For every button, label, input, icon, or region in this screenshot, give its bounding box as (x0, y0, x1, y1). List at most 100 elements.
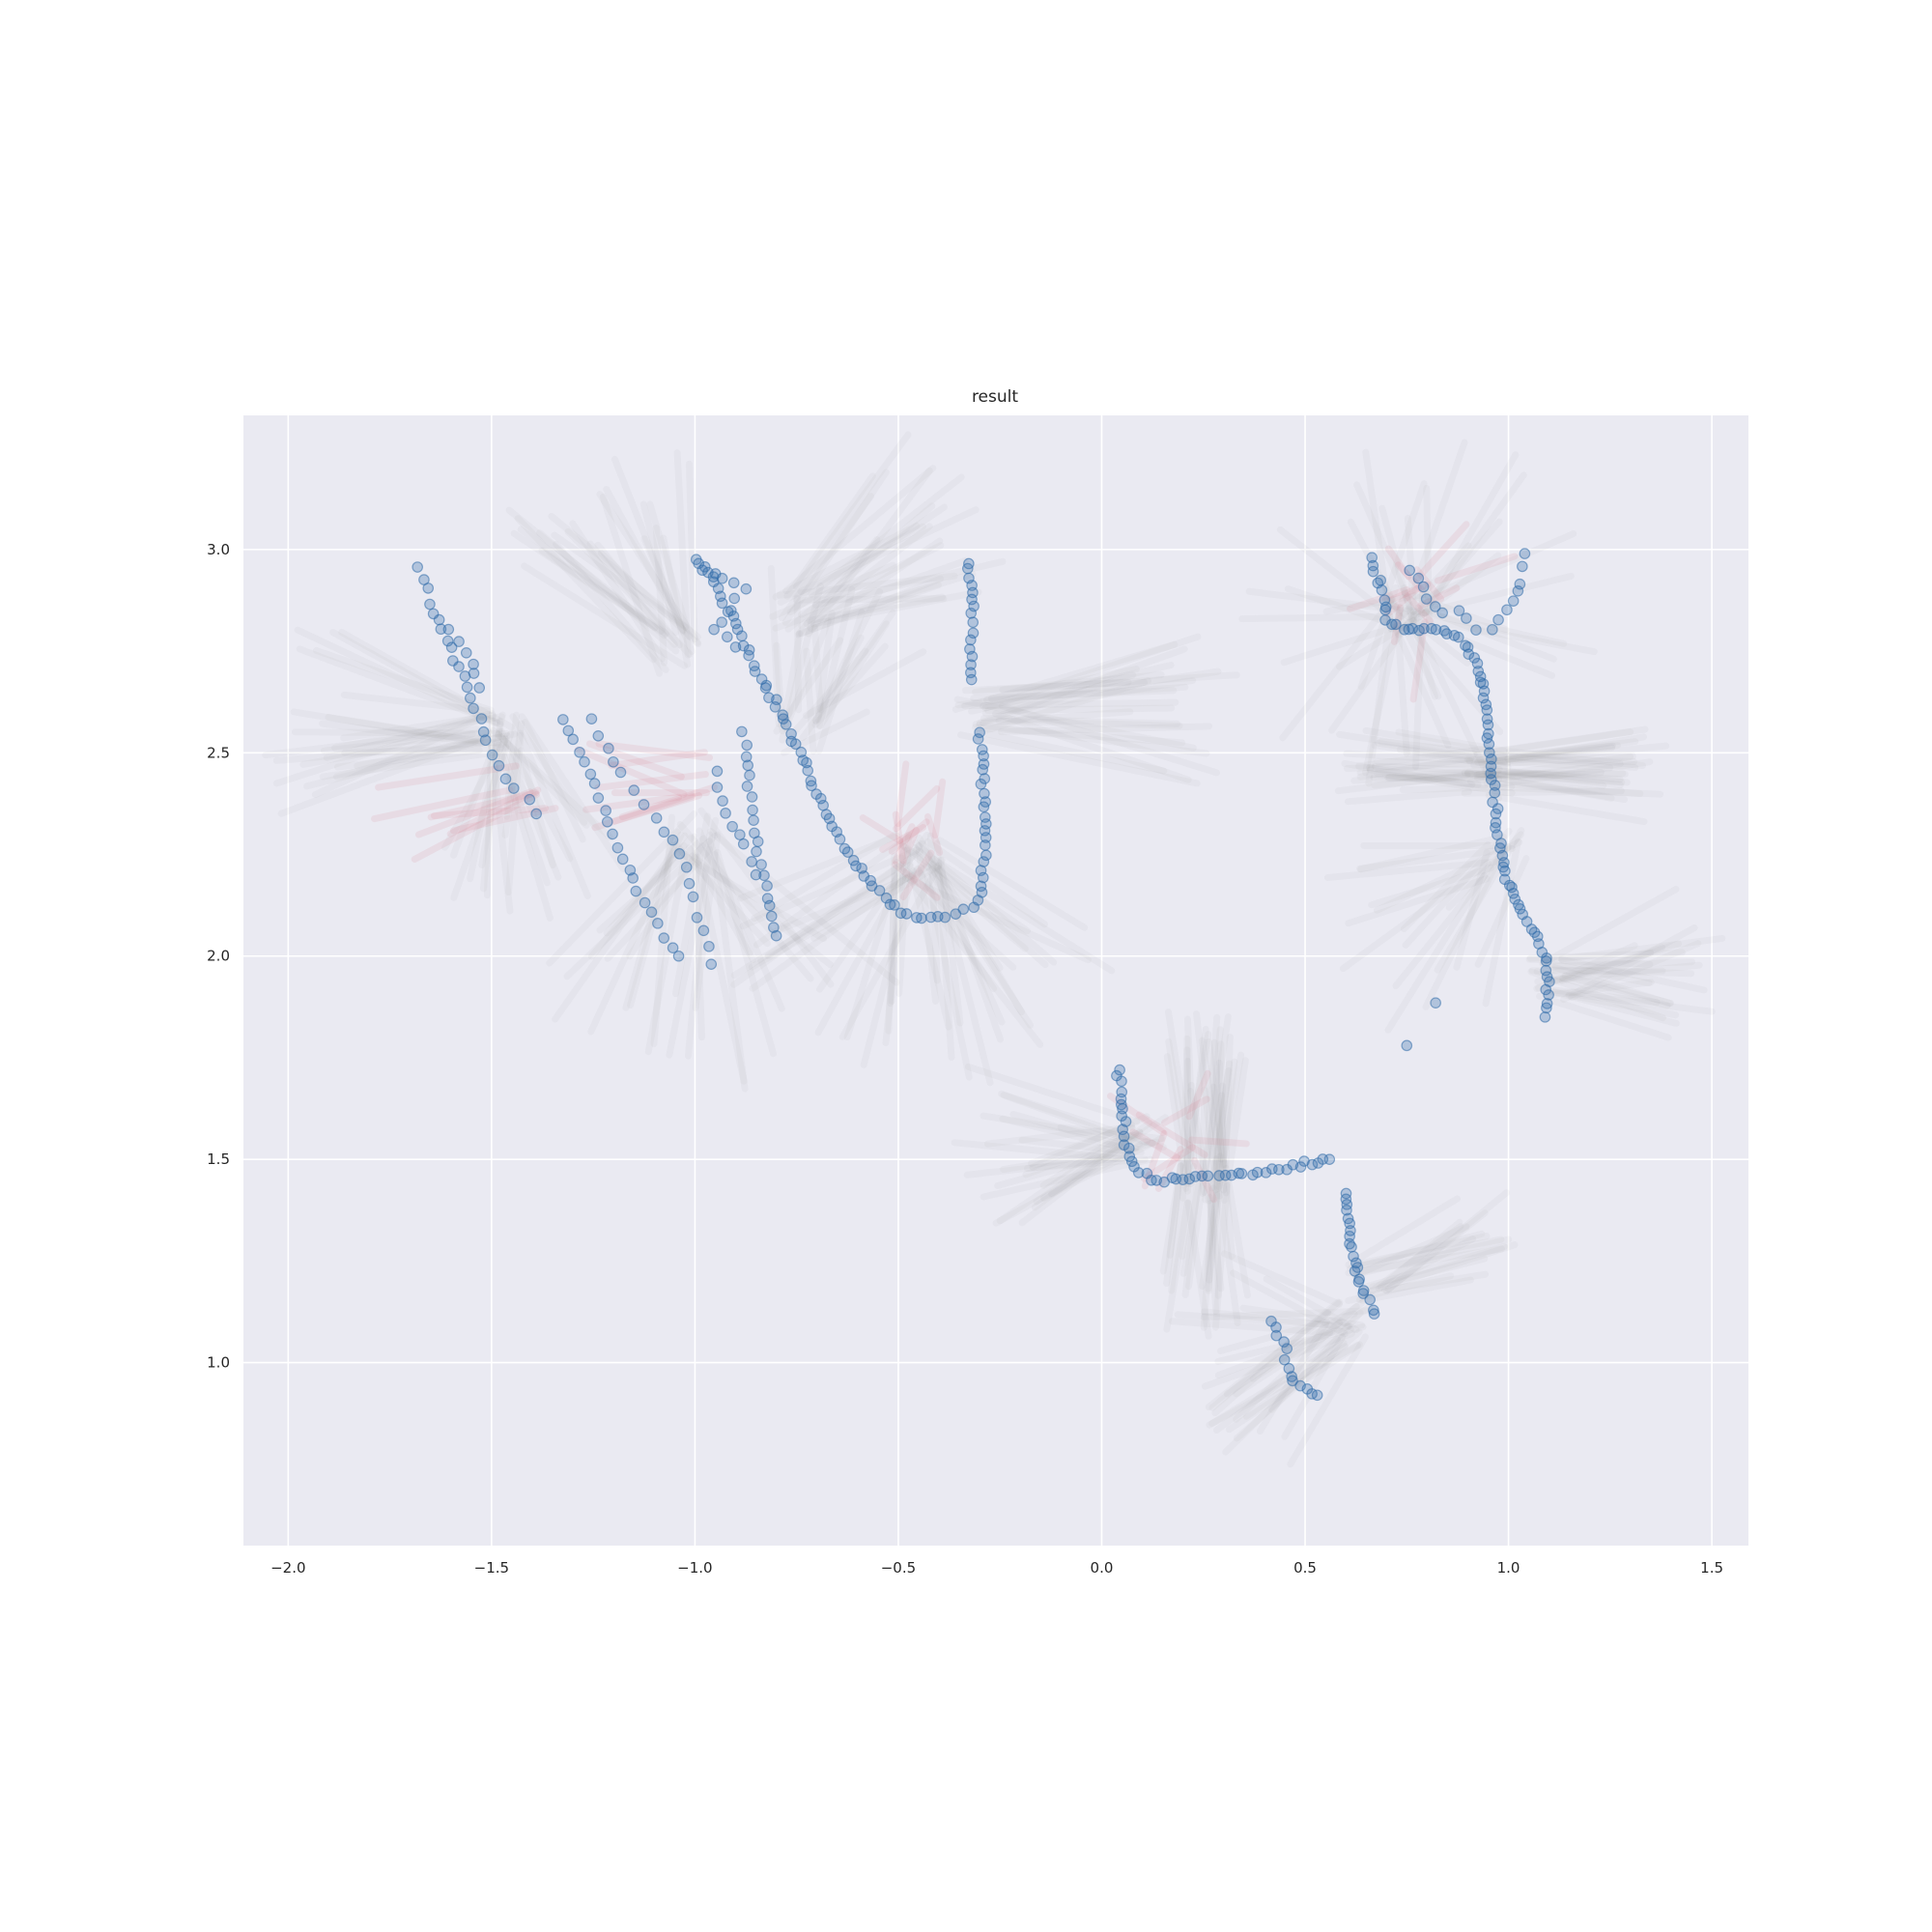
data-point (1340, 1187, 1352, 1200)
ray-line (1548, 966, 1695, 978)
ray-line (793, 595, 948, 604)
ray-line (340, 691, 492, 715)
data-point (600, 805, 611, 816)
data-point (616, 853, 629, 866)
ray-line (1179, 1173, 1204, 1277)
ray-line (1018, 1128, 1144, 1227)
ray-line (538, 547, 665, 635)
ray-line (1238, 612, 1405, 623)
data-point (1452, 631, 1464, 643)
ray-line (961, 698, 1179, 710)
ray-line (1359, 1276, 1474, 1304)
ray-line (1179, 1046, 1191, 1202)
data-point (717, 795, 728, 807)
ray-line (952, 640, 1179, 713)
ray-line (666, 816, 720, 1059)
ray-line (504, 731, 525, 896)
ray-line (1545, 949, 1655, 987)
data-point (765, 910, 778, 923)
ray-line (802, 648, 927, 720)
ray-line (814, 862, 914, 1037)
ray-line (1183, 1035, 1192, 1187)
ray-line (781, 630, 804, 723)
grid-lines (243, 415, 1748, 1546)
ray-line (888, 818, 930, 855)
ray-line (1475, 769, 1605, 779)
ray-line (1561, 972, 1674, 1008)
ray-line (711, 851, 749, 1093)
data-point (789, 738, 802, 751)
data-point (841, 846, 854, 858)
ray-line (490, 726, 614, 841)
ray-line (1206, 1026, 1224, 1160)
data-point (453, 661, 465, 672)
data-point (758, 869, 770, 882)
ray-line (753, 834, 912, 949)
ray-line (323, 710, 493, 761)
ray-line (1205, 1037, 1227, 1171)
ray-line (1205, 1152, 1224, 1293)
ray-line (901, 873, 1093, 964)
ray-line (483, 710, 496, 899)
ray-line (893, 784, 941, 833)
x-tick-label: 1.5 (1700, 1559, 1723, 1577)
data-point (740, 751, 753, 763)
ray-line (767, 564, 782, 727)
data-point (680, 861, 693, 873)
ray-line (1526, 949, 1686, 962)
data-point (1366, 552, 1378, 563)
ray-line (1412, 521, 1470, 583)
ray-line (341, 744, 510, 756)
ray-line (772, 556, 969, 632)
data-point (507, 782, 520, 794)
ray-line (1209, 1083, 1222, 1192)
y-tick-label: 2.0 (207, 948, 230, 965)
ray-line (1409, 618, 1429, 703)
data-point (1270, 1329, 1283, 1342)
ray-line (320, 728, 493, 754)
ray-line (933, 839, 955, 1062)
ray-line (1491, 758, 1654, 788)
ray-line (798, 542, 945, 618)
ray-line (517, 747, 556, 869)
ray-line (594, 541, 683, 649)
ray-line (953, 696, 1197, 752)
ray-line (626, 828, 681, 1009)
ray-line (1371, 742, 1511, 767)
ray-line (685, 844, 757, 964)
ray-line (1201, 1012, 1232, 1177)
ray-line (1473, 753, 1636, 781)
data-point (978, 758, 990, 770)
ray-line (1488, 770, 1629, 780)
ray-line (1410, 439, 1468, 593)
ray-line (798, 575, 945, 638)
ray-line (772, 522, 921, 601)
ray-line (449, 805, 559, 835)
data-point (976, 744, 988, 755)
ray-line (811, 642, 889, 728)
data-point (1540, 983, 1552, 996)
ray-line (976, 708, 1134, 727)
ray-line (1341, 759, 1476, 788)
ray-line (574, 746, 688, 798)
data-point (1219, 1169, 1232, 1181)
data-point (614, 766, 627, 779)
ray-line (1394, 619, 1410, 757)
data-point (1196, 1170, 1208, 1182)
data-point (1417, 581, 1430, 593)
ray-line (1357, 833, 1507, 873)
data-point (1541, 1002, 1552, 1014)
data-point (1311, 1389, 1323, 1402)
data-point (751, 845, 762, 858)
ray-line (808, 473, 965, 598)
ray-line (777, 869, 924, 933)
data-point (460, 647, 472, 659)
ray-line (1357, 1236, 1513, 1277)
data-point (750, 868, 762, 881)
ray-line (1345, 1245, 1505, 1277)
data-point (967, 627, 980, 639)
ray-line (705, 838, 785, 1012)
data-point (658, 932, 670, 944)
data-point (1484, 747, 1495, 758)
